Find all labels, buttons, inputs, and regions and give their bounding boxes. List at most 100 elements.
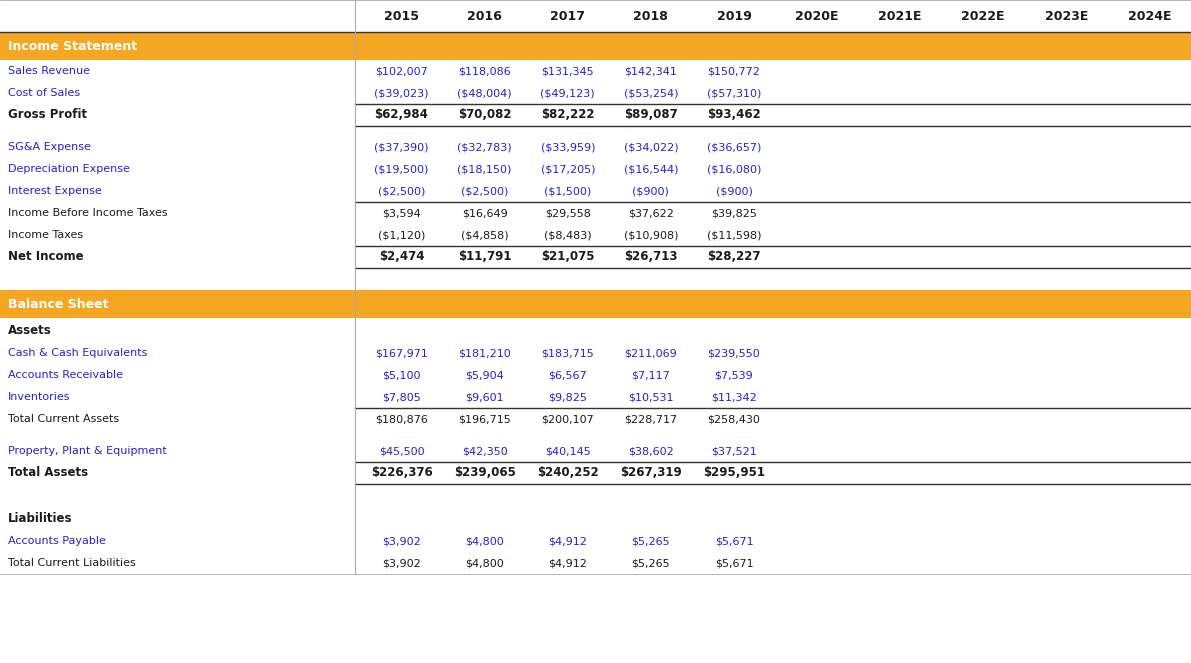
Text: Inventories: Inventories (8, 392, 70, 402)
Text: ($900): ($900) (632, 186, 669, 196)
Text: $196,715: $196,715 (459, 414, 511, 424)
Text: $89,087: $89,087 (624, 109, 678, 121)
Text: ($32,783): ($32,783) (457, 142, 512, 152)
Text: $4,800: $4,800 (466, 536, 504, 546)
Text: ($2,500): ($2,500) (461, 186, 509, 196)
Text: ($49,123): ($49,123) (541, 88, 596, 98)
Text: 2019: 2019 (717, 9, 752, 23)
Text: $9,601: $9,601 (466, 392, 504, 402)
Text: $3,902: $3,902 (382, 536, 420, 546)
Text: Cash & Cash Equivalents: Cash & Cash Equivalents (8, 348, 148, 358)
Text: Cost of Sales: Cost of Sales (8, 88, 80, 98)
Text: $26,713: $26,713 (624, 251, 678, 263)
Text: $28,227: $28,227 (707, 251, 761, 263)
Text: $181,210: $181,210 (459, 348, 511, 358)
Text: ($53,254): ($53,254) (624, 88, 678, 98)
Text: ($2,500): ($2,500) (378, 186, 425, 196)
Text: ($36,657): ($36,657) (706, 142, 761, 152)
Text: $131,345: $131,345 (542, 66, 594, 76)
Text: $70,082: $70,082 (457, 109, 511, 121)
Text: ($18,150): ($18,150) (457, 164, 512, 174)
Text: Total Current Liabilities: Total Current Liabilities (8, 558, 136, 568)
Text: $5,904: $5,904 (466, 370, 504, 380)
Text: $4,912: $4,912 (548, 558, 587, 568)
Text: $11,342: $11,342 (711, 392, 756, 402)
Text: 2022E: 2022E (961, 9, 1005, 23)
Text: $4,912: $4,912 (548, 536, 587, 546)
Text: $211,069: $211,069 (624, 348, 678, 358)
Text: $7,805: $7,805 (382, 392, 420, 402)
Text: $38,602: $38,602 (628, 446, 674, 456)
Text: $180,876: $180,876 (375, 414, 428, 424)
Text: $2,474: $2,474 (379, 251, 424, 263)
Text: $183,715: $183,715 (542, 348, 594, 358)
Text: ($4,858): ($4,858) (461, 230, 509, 240)
Text: ($11,598): ($11,598) (706, 230, 761, 240)
Text: $142,341: $142,341 (624, 66, 678, 76)
Text: Depreciation Expense: Depreciation Expense (8, 164, 130, 174)
Text: 2020E: 2020E (796, 9, 838, 23)
Text: $167,971: $167,971 (375, 348, 428, 358)
Bar (0, 32, 1191, 60)
Text: 2024E: 2024E (1128, 9, 1171, 23)
Text: $9,825: $9,825 (548, 392, 587, 402)
Text: $228,717: $228,717 (624, 414, 678, 424)
Text: $239,550: $239,550 (707, 348, 760, 358)
Text: ($57,310): ($57,310) (706, 88, 761, 98)
Text: Accounts Payable: Accounts Payable (8, 536, 106, 546)
Text: $29,558: $29,558 (544, 208, 591, 218)
Text: $10,531: $10,531 (628, 392, 674, 402)
Text: ($37,390): ($37,390) (374, 142, 429, 152)
Text: Income Taxes: Income Taxes (8, 230, 83, 240)
Text: $82,222: $82,222 (541, 109, 594, 121)
Text: $7,539: $7,539 (715, 370, 754, 380)
Text: ($17,205): ($17,205) (541, 164, 596, 174)
Text: 2016: 2016 (467, 9, 503, 23)
Text: Total Current Assets: Total Current Assets (8, 414, 119, 424)
Text: $40,145: $40,145 (544, 446, 591, 456)
Text: $258,430: $258,430 (707, 414, 760, 424)
Text: $7,117: $7,117 (631, 370, 671, 380)
Text: 2021E: 2021E (879, 9, 922, 23)
Text: $42,350: $42,350 (462, 446, 507, 456)
Text: $295,951: $295,951 (703, 467, 765, 479)
Text: $39,825: $39,825 (711, 208, 757, 218)
Text: SG&A Expense: SG&A Expense (8, 142, 91, 152)
Text: Liabilities: Liabilities (8, 511, 73, 524)
Text: $6,567: $6,567 (548, 370, 587, 380)
Text: $3,902: $3,902 (382, 558, 420, 568)
Text: $200,107: $200,107 (542, 414, 594, 424)
Text: 2018: 2018 (634, 9, 668, 23)
Text: $102,007: $102,007 (375, 66, 428, 76)
Text: $37,622: $37,622 (628, 208, 674, 218)
Text: $5,671: $5,671 (715, 536, 753, 546)
Text: $239,065: $239,065 (454, 467, 516, 479)
Text: Interest Expense: Interest Expense (8, 186, 101, 196)
Text: $11,791: $11,791 (457, 251, 511, 263)
Text: ($39,023): ($39,023) (374, 88, 429, 98)
Text: $240,252: $240,252 (537, 467, 599, 479)
Text: ($34,022): ($34,022) (624, 142, 678, 152)
Text: ($8,483): ($8,483) (544, 230, 592, 240)
Text: ($900): ($900) (716, 186, 753, 196)
Text: $37,521: $37,521 (711, 446, 756, 456)
Text: $150,772: $150,772 (707, 66, 760, 76)
Text: Sales Revenue: Sales Revenue (8, 66, 91, 76)
Text: $5,265: $5,265 (631, 536, 671, 546)
Text: ($16,080): ($16,080) (706, 164, 761, 174)
Text: $267,319: $267,319 (621, 467, 681, 479)
Text: ($10,908): ($10,908) (624, 230, 678, 240)
Text: $21,075: $21,075 (541, 251, 594, 263)
Text: Gross Profit: Gross Profit (8, 109, 87, 121)
Text: ($48,004): ($48,004) (457, 88, 512, 98)
Text: $5,100: $5,100 (382, 370, 420, 380)
Text: ($1,120): ($1,120) (378, 230, 425, 240)
Text: $93,462: $93,462 (707, 109, 761, 121)
Text: $118,086: $118,086 (459, 66, 511, 76)
Text: 2015: 2015 (384, 9, 419, 23)
Text: ($19,500): ($19,500) (374, 164, 429, 174)
Bar (0, 290, 1191, 318)
Text: $5,265: $5,265 (631, 558, 671, 568)
Text: ($16,544): ($16,544) (624, 164, 678, 174)
Text: $45,500: $45,500 (379, 446, 424, 456)
